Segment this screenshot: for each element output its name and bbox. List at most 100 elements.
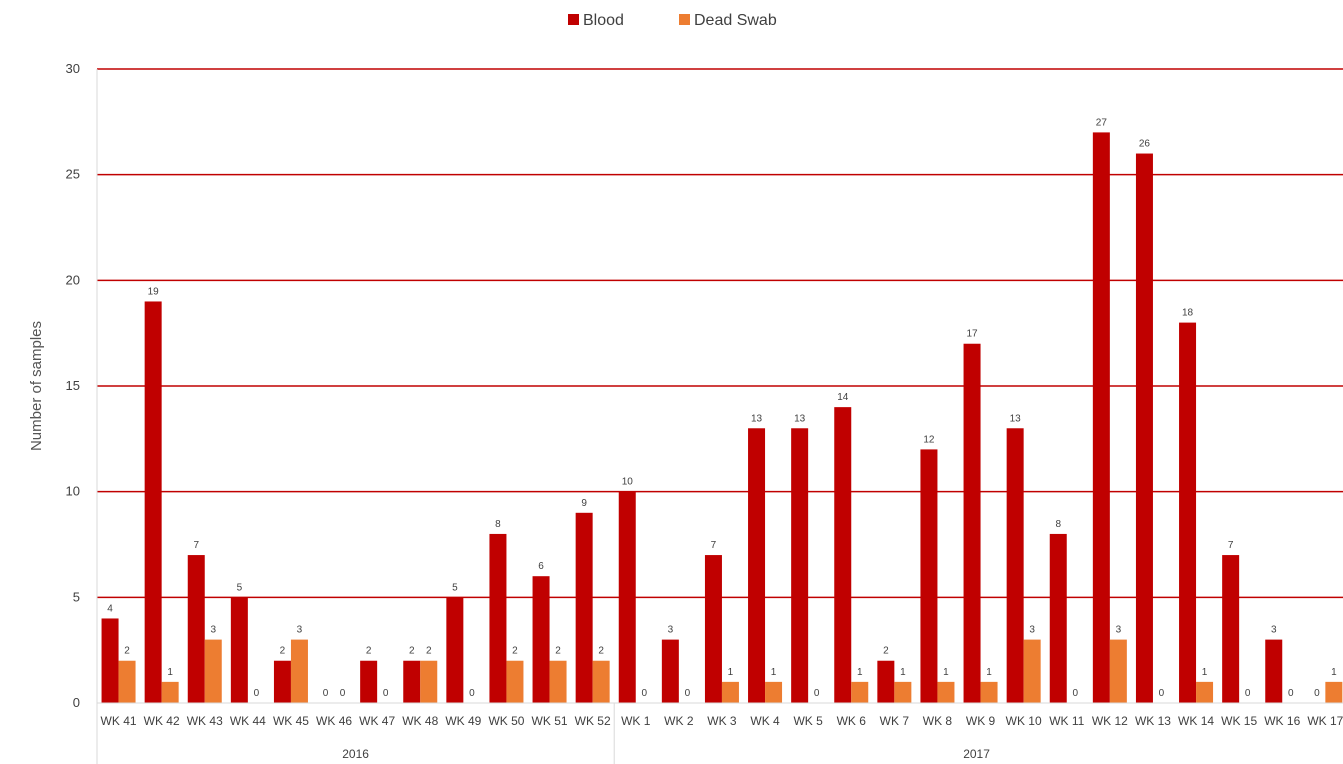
- bar-dead-swab-wk-9: [980, 681, 998, 703]
- data-label-blood: 5: [452, 582, 458, 593]
- bar-blood-wk-50: [489, 533, 507, 703]
- bar-dead-swab-wk-8: [937, 681, 955, 703]
- x-tick-label: WK 43: [187, 714, 223, 728]
- bar-blood-wk-1: [618, 491, 636, 703]
- gridlines: [97, 68, 1343, 599]
- legend-label-dead-swab: Dead Swab: [694, 12, 777, 29]
- data-label-dead-swab: 2: [598, 646, 604, 657]
- x-tick-label: WK 3: [707, 714, 737, 728]
- legend-swatch-dead-swab: [679, 14, 690, 25]
- data-label-blood: 3: [668, 625, 674, 636]
- bar-dead-swab-wk-3: [721, 681, 739, 703]
- bar-blood-wk-51: [532, 576, 550, 703]
- data-label-dead-swab: 0: [340, 688, 346, 699]
- x-tick-label: WK 14: [1178, 714, 1214, 728]
- data-label-dead-swab: 2: [426, 646, 432, 657]
- x-tick-label: WK 8: [923, 714, 953, 728]
- data-label-dead-swab: 1: [943, 667, 949, 678]
- data-label-blood: 13: [794, 413, 806, 424]
- bar-dead-swab-wk-4: [765, 681, 783, 703]
- data-label-blood: 0: [323, 688, 329, 699]
- data-label-blood: 18: [1182, 308, 1194, 319]
- bar-blood-wk-44: [230, 597, 248, 703]
- bar-blood-wk-41: [101, 618, 119, 703]
- y-tick-label: 30: [66, 61, 80, 76]
- data-label-blood: 10: [622, 477, 634, 488]
- bar-blood-wk-52: [575, 512, 593, 703]
- legend-label-blood: Blood: [583, 12, 624, 29]
- data-label-blood: 13: [1010, 413, 1022, 424]
- data-label-blood: 17: [966, 329, 978, 340]
- bar-dead-swab-wk-48: [420, 660, 438, 703]
- y-tick-label: 20: [66, 272, 80, 287]
- x-tick-label: WK 48: [402, 714, 438, 728]
- data-label-dead-swab: 3: [210, 625, 216, 636]
- data-label-dead-swab: 2: [124, 646, 130, 657]
- x-tick-label: WK 47: [359, 714, 395, 728]
- x-axis: WK 41 WK 42 WK 43 WK 44 WK 45 WK 46 WK 47 WK 48…: [96, 69, 1343, 764]
- data-label-dead-swab: 1: [1202, 667, 1208, 678]
- data-label-blood: 8: [495, 519, 501, 530]
- bar-blood-wk-13: [1135, 153, 1153, 704]
- x-tick-label: WK 44: [230, 714, 266, 728]
- data-label-blood: 8: [1055, 519, 1061, 530]
- bar-blood-wk-11: [1049, 533, 1067, 703]
- y-tick-label: 0: [73, 695, 80, 710]
- bar-dead-swab-wk-50: [506, 660, 524, 703]
- data-label-dead-swab: 0: [1288, 688, 1294, 699]
- data-label-dead-swab: 0: [641, 688, 647, 699]
- bar-blood-wk-49: [446, 597, 464, 703]
- x-group-label-2016: 2016: [342, 747, 369, 761]
- bar-blood-wk-15: [1222, 555, 1240, 703]
- bar-dead-swab-wk-14: [1196, 681, 1214, 703]
- data-label-blood: 19: [148, 286, 160, 297]
- bar-blood-wk-3: [704, 555, 722, 703]
- bar-dead-swab-wk-7: [894, 681, 912, 703]
- data-label-blood: 7: [193, 540, 199, 551]
- y-tick-label: 15: [66, 378, 80, 393]
- data-label-blood: 2: [409, 646, 415, 657]
- data-label-dead-swab: 1: [167, 667, 173, 678]
- x-tick-label: WK 5: [793, 714, 823, 728]
- y-tick-label: 10: [66, 484, 80, 499]
- x-tick-label: WK 51: [532, 714, 568, 728]
- x-tick-label: WK 2: [664, 714, 694, 728]
- x-tick-label: WK 50: [488, 714, 524, 728]
- data-label-dead-swab: 0: [469, 688, 475, 699]
- bar-blood-wk-45: [273, 660, 291, 703]
- x-tick-label: WK 45: [273, 714, 309, 728]
- data-label-blood: 4: [107, 603, 113, 614]
- bar-blood-wk-16: [1265, 639, 1283, 703]
- x-tick-label: WK 1: [621, 714, 651, 728]
- x-tick-label: WK 11: [1049, 714, 1084, 728]
- data-label-blood: 2: [366, 646, 372, 657]
- bar-blood-wk-47: [360, 660, 378, 703]
- bar-blood-wk-8: [920, 449, 938, 703]
- x-tick-label: WK 17: [1307, 714, 1343, 728]
- bar-dead-swab-wk-42: [161, 681, 179, 703]
- data-label-dead-swab: 1: [771, 667, 777, 678]
- y-tick-label: 25: [66, 167, 80, 182]
- bar-blood-wk-2: [661, 639, 679, 703]
- data-label-blood: 9: [581, 498, 587, 509]
- y-axis-title: Number of samples: [28, 321, 45, 451]
- bar-dead-swab-wk-10: [1023, 639, 1041, 703]
- bar-dead-swab-wk-6: [851, 681, 869, 703]
- x-tick-label: WK 41: [101, 714, 137, 728]
- bar-blood-wk-14: [1179, 322, 1197, 703]
- data-label-blood: 0: [1314, 688, 1320, 699]
- x-tick-label: WK 49: [445, 714, 481, 728]
- x-tick-label: WK 6: [837, 714, 867, 728]
- data-label-blood: 7: [1228, 540, 1234, 551]
- data-label-dead-swab: 1: [728, 667, 734, 678]
- data-label-dead-swab: 3: [1116, 625, 1122, 636]
- data-label-blood: 7: [711, 540, 717, 551]
- y-axis-ticks: 0 5 10 15 20 25 30: [66, 61, 80, 710]
- data-label-blood: 2: [280, 646, 286, 657]
- data-label-blood: 27: [1096, 117, 1108, 128]
- bar-dead-swab-wk-45: [290, 639, 308, 703]
- data-label-dead-swab: 0: [383, 688, 389, 699]
- bar-blood-wk-6: [834, 407, 852, 703]
- data-label-blood: 26: [1139, 139, 1151, 150]
